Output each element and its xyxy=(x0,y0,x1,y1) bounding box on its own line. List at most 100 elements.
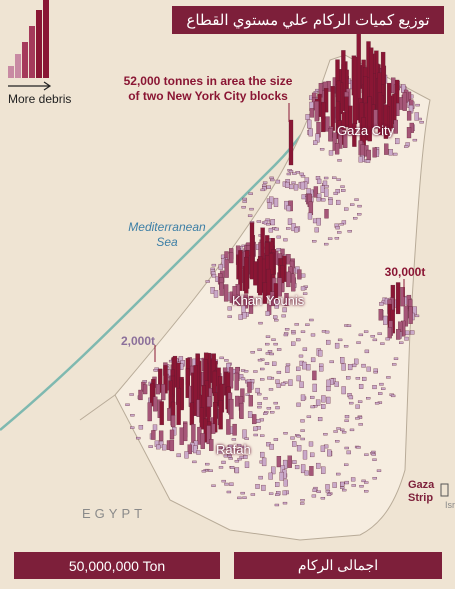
debris-bar xyxy=(235,449,241,452)
debris-bar xyxy=(302,347,308,351)
debris-bar xyxy=(334,381,339,387)
debris-bar xyxy=(211,423,216,434)
debris-bar xyxy=(372,147,377,158)
debris-bar xyxy=(294,323,299,326)
debris-bar xyxy=(336,427,341,430)
debris-bar xyxy=(307,212,313,220)
debris-bar xyxy=(271,338,276,341)
debris-bar xyxy=(273,438,279,441)
debris-bar xyxy=(159,401,164,426)
debris-bar xyxy=(224,259,229,278)
debris-bar xyxy=(162,444,167,451)
debris-bar xyxy=(326,339,331,345)
debris-bar xyxy=(274,319,279,322)
debris-bar xyxy=(275,406,280,410)
debris-bar xyxy=(269,352,274,356)
debris-bar xyxy=(148,445,153,448)
debris-bar xyxy=(260,378,265,381)
debris-bar xyxy=(358,384,364,389)
debris-bar xyxy=(402,92,407,111)
debris-bar xyxy=(316,197,321,202)
debris-bar xyxy=(283,333,289,337)
debris-bar xyxy=(332,132,337,151)
debris-bar xyxy=(296,366,301,371)
debris-bar xyxy=(312,488,317,492)
debris-bar xyxy=(265,218,270,222)
debris-bar xyxy=(362,376,367,381)
debris-bar xyxy=(270,411,275,414)
debris-bar xyxy=(316,217,321,226)
debris-bar xyxy=(176,387,181,425)
debris-bar xyxy=(249,207,254,211)
debris-bar xyxy=(248,192,253,195)
debris-bar xyxy=(372,338,378,342)
debris-bar xyxy=(404,145,409,148)
debris-bar xyxy=(282,490,287,496)
debris-bar xyxy=(276,383,281,388)
debris-bar xyxy=(258,475,263,480)
debris-bar xyxy=(272,361,277,366)
debris-bar xyxy=(312,218,318,224)
debris-bar xyxy=(336,199,341,205)
debris-bar xyxy=(359,485,364,488)
debris-bar xyxy=(248,295,254,314)
debris-bar xyxy=(346,376,351,380)
debris-bar xyxy=(276,235,281,239)
debris-bar xyxy=(247,411,253,418)
debris-bar xyxy=(275,179,281,184)
debris-bar xyxy=(387,327,392,339)
debris-bar xyxy=(355,404,360,409)
debris-bar xyxy=(226,490,232,494)
debris-bar xyxy=(342,488,347,492)
legend-bars xyxy=(8,0,49,78)
debris-bar xyxy=(260,188,265,192)
debris-bar xyxy=(253,261,258,286)
debris-bar xyxy=(304,470,309,476)
debris-bar xyxy=(406,127,412,139)
debris-bar xyxy=(385,337,390,341)
debris-bar xyxy=(388,149,393,156)
debris-bar xyxy=(364,481,369,484)
debris-bar xyxy=(300,437,305,441)
debris-bar xyxy=(238,250,243,291)
debris-bar xyxy=(201,470,207,473)
debris-bar xyxy=(253,426,258,432)
debris-bar xyxy=(296,445,302,452)
debris-bar xyxy=(264,362,270,365)
debris-bar xyxy=(130,426,135,429)
debris-bar xyxy=(282,501,288,505)
debris-bar xyxy=(269,443,274,450)
debris-bar xyxy=(237,496,242,500)
debris-bar xyxy=(292,441,297,447)
debris-bar xyxy=(358,333,364,337)
debris-bar xyxy=(270,291,275,307)
debris-bar xyxy=(330,86,335,131)
debris-bar xyxy=(300,464,306,474)
debris-bar xyxy=(346,324,352,327)
debris-bar xyxy=(158,368,163,393)
legend-bar xyxy=(22,42,28,78)
debris-bar xyxy=(346,450,351,455)
debris-bar xyxy=(312,240,317,243)
debris-bar xyxy=(340,486,345,489)
debris-bar xyxy=(354,358,359,365)
debris-bar xyxy=(352,56,358,125)
legend-bar xyxy=(36,10,42,78)
debris-bar xyxy=(149,383,155,407)
debris-bar xyxy=(384,143,389,155)
debris-bar xyxy=(294,227,299,233)
debris-bar xyxy=(395,138,400,145)
debris-bar xyxy=(366,149,371,161)
debris-bar xyxy=(356,446,361,449)
debris-bar xyxy=(365,159,371,163)
debris-bar xyxy=(309,466,314,476)
debris-bar xyxy=(147,402,152,422)
debris-bar xyxy=(262,184,267,187)
debris-bar xyxy=(335,440,340,443)
debris-bar xyxy=(328,128,333,142)
debris-bar xyxy=(341,363,346,371)
debris-bar xyxy=(349,428,355,432)
legend-bar xyxy=(15,54,21,78)
